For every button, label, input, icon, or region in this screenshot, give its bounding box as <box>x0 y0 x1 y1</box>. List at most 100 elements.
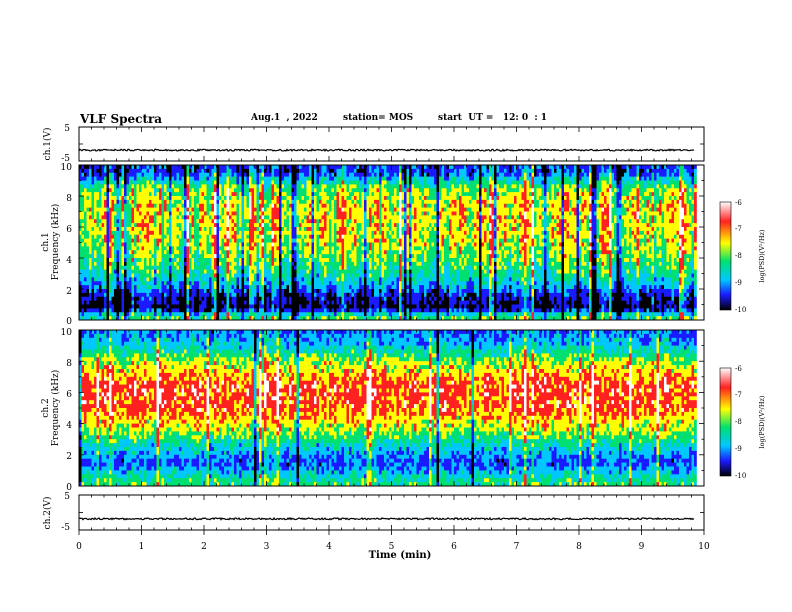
spectrogram-cell <box>226 261 230 267</box>
spectrogram-cell <box>364 258 367 263</box>
spectrogram-cell <box>341 234 345 239</box>
spectrogram-cell <box>276 273 280 278</box>
spectrogram-cell <box>174 223 177 228</box>
spectrogram-cell <box>386 176 390 181</box>
spectrogram-cell <box>361 203 365 208</box>
spectrogram-cell <box>274 273 277 278</box>
spectrogram-cell <box>204 238 207 243</box>
spectrogram-cell <box>111 316 115 321</box>
spectrogram-cell <box>331 180 335 185</box>
spectrogram-cell <box>326 292 330 298</box>
spectrogram-cell <box>94 203 97 208</box>
spectrogram-cell <box>149 180 152 185</box>
spectrogram-cell <box>96 250 100 255</box>
spectrogram-cell <box>121 180 125 185</box>
spectrogram-cell <box>176 316 180 321</box>
spectrogram-cell <box>309 304 312 309</box>
spectrogram-cell <box>209 285 212 290</box>
spectrogram-cell <box>229 246 232 251</box>
spectrogram-cell <box>326 281 330 286</box>
spectrogram-cell <box>301 285 305 290</box>
spectrogram-cell <box>121 308 125 313</box>
spectrogram-cell <box>339 246 342 251</box>
spectrogram-cell <box>164 258 167 263</box>
spectrogram-cell <box>174 242 177 247</box>
spectrogram-cell <box>269 269 272 274</box>
spectrogram-cell <box>304 265 307 270</box>
spectrogram-cell <box>189 168 192 174</box>
spectrogram-cell <box>206 308 210 313</box>
spectrogram-cell <box>369 304 372 309</box>
spectrogram-cell <box>311 168 315 174</box>
spectrogram-cell <box>221 261 225 267</box>
spectrogram-cell <box>96 184 100 189</box>
spectrogram-cell <box>141 215 145 220</box>
spectrogram-cell <box>311 258 315 263</box>
spectrogram-cell <box>149 188 152 193</box>
spectrogram-cell <box>196 281 200 286</box>
spectrogram-cell <box>271 304 275 309</box>
spectrogram-cell <box>329 227 332 232</box>
spectrogram-cell <box>229 265 232 270</box>
spectrogram-cell <box>164 246 167 251</box>
spectrogram-cell <box>316 292 320 298</box>
spectrogram-cell <box>244 292 247 298</box>
spectrogram-cell <box>259 238 262 243</box>
spectrogram-cell <box>296 292 300 298</box>
spectrogram-cell <box>81 312 85 317</box>
spectrogram-cell <box>344 250 347 255</box>
spectrogram-cell <box>94 230 97 236</box>
spectrogram-cell <box>106 192 110 197</box>
spectrogram-cell <box>94 281 97 286</box>
spectrogram-cell <box>134 192 137 197</box>
spectrogram-cell <box>229 165 232 170</box>
spectrogram-cell <box>256 285 260 290</box>
spectrogram-cell <box>166 219 170 224</box>
spectrogram-cell <box>156 261 160 267</box>
spectrogram-cell <box>264 238 267 243</box>
spectrogram-cell <box>361 316 365 321</box>
spectrogram-cell <box>124 265 127 270</box>
spectrogram-cell <box>224 180 227 185</box>
spectrogram-cell <box>324 223 327 228</box>
spectrogram-cell <box>251 308 255 313</box>
spectrogram-cell <box>101 277 105 282</box>
spectrogram-cell <box>266 300 270 305</box>
spectrogram-cell <box>239 192 242 197</box>
spectrogram-cell <box>201 172 205 177</box>
spectrogram-cell <box>184 207 187 212</box>
spectrogram-cell <box>161 172 165 177</box>
spectrogram-cell <box>319 188 322 193</box>
spectrogram-cell <box>109 207 112 212</box>
spectrogram-cell <box>104 176 107 181</box>
spectrogram-cell <box>174 227 177 232</box>
spectrogram-cell <box>306 188 310 193</box>
spectrogram-cell <box>156 196 160 201</box>
spectrogram-cell <box>129 199 132 205</box>
spectrogram-cell <box>201 242 205 247</box>
spectrogram-cell <box>179 219 182 224</box>
spectrogram-cell <box>259 269 262 274</box>
spectrogram-cell <box>304 165 307 170</box>
spectrogram-cell <box>269 196 272 201</box>
spectrogram-cell <box>321 308 325 313</box>
spectrogram-cell <box>346 312 350 317</box>
spectrogram-cell <box>261 188 265 193</box>
spectrogram-cell <box>311 300 315 305</box>
spectrogram-cell <box>389 254 392 259</box>
spectrogram-cell <box>224 292 227 298</box>
spectrogram-cell <box>84 289 87 294</box>
spectrogram-cell <box>294 296 297 301</box>
spectrogram-cell <box>94 312 97 317</box>
spectrogram-cell <box>341 316 345 321</box>
spectrogram-cell <box>159 188 162 193</box>
spectrogram-cell <box>239 316 242 321</box>
spectrogram-cell <box>249 211 252 216</box>
spectrogram-cell <box>356 277 360 282</box>
spectrogram-cell <box>134 227 137 232</box>
spectrogram-cell <box>251 172 255 177</box>
spectrogram-cell <box>389 269 392 274</box>
spectrogram-cell <box>131 308 135 313</box>
spectrogram-cell <box>231 172 235 177</box>
spectrogram-cell <box>111 300 115 305</box>
